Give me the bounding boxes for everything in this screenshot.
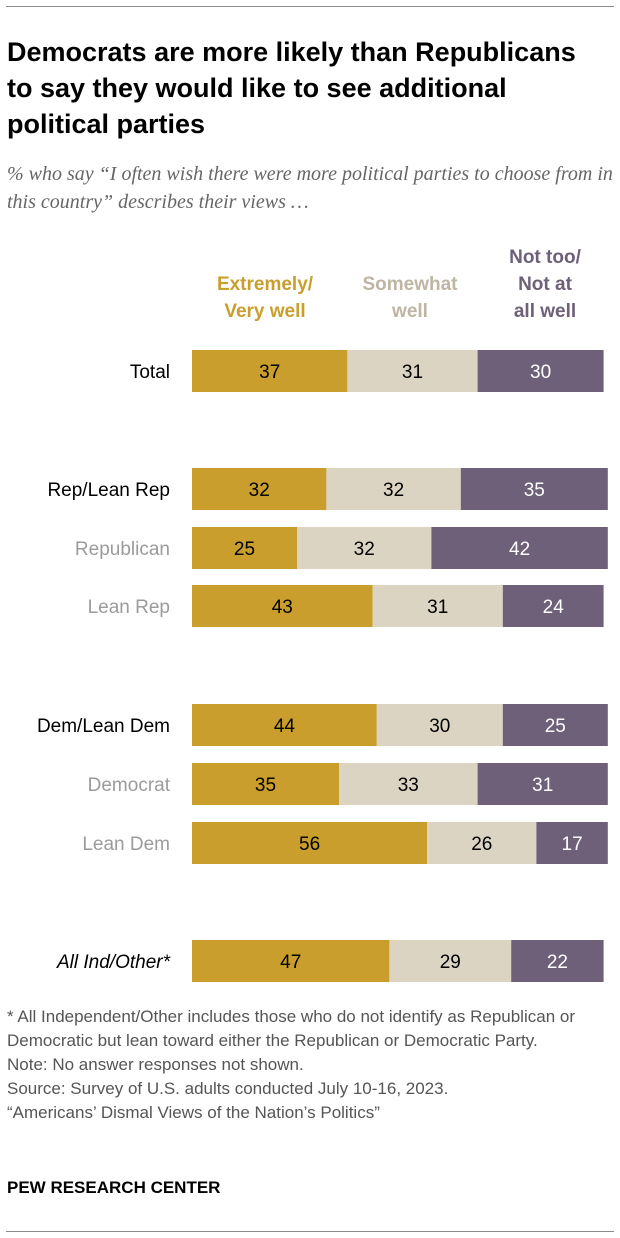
bar-not-too-democrat [477,763,608,805]
value-label-not-too-rep-lean-rep: 35 [524,480,545,501]
bar-somewhat-lean-rep [372,585,503,627]
row-label-democrat: Democrat [88,775,171,796]
bar-extremely-dem-lean-dem [192,704,377,746]
row-label-lean-dem: Lean Dem [82,834,170,855]
legend-extremely-very-well: Extremely/ Very well [216,274,314,322]
value-label-not-too-total: 30 [530,362,551,383]
bar-somewhat-republican [297,527,432,569]
footnote-note: Note: No answer responses not shown. [7,1055,304,1074]
bar-extremely-all-ind-other [192,940,390,982]
value-label-extremely-dem-lean-dem: 44 [274,716,296,737]
bar-not-too-lean-dem [536,822,608,864]
value-label-somewhat-lean-dem: 26 [471,834,492,855]
row-label-total: Total [130,362,170,383]
footnotes: * All Independent/Other includes those w… [7,1005,615,1125]
bottom-rule [6,1231,614,1232]
value-label-not-too-dem-lean-dem: 25 [545,716,566,737]
value-label-somewhat-lean-rep: 31 [427,597,448,618]
top-rule [6,6,614,7]
value-label-somewhat-rep-lean-rep: 32 [383,480,404,501]
bar-not-too-total [477,350,604,392]
value-label-extremely-total: 37 [259,362,280,383]
bar-not-too-lean-rep [502,585,604,627]
value-label-not-too-republican: 42 [509,539,530,560]
footnote-independent: * All Independent/Other includes those w… [7,1007,575,1050]
chart-subtitle: % who say “I often wish there were more … [7,163,613,213]
pew-research-center-logo: PEW RESEARCH CENTER [7,1178,221,1197]
row-label-lean-rep: Lean Rep [88,597,170,618]
row-label-republican: Republican [75,539,170,560]
row-label-all-ind-other: All Ind/Other* [56,952,171,973]
chart-title: Democrats are more likely than Republica… [7,37,576,139]
bar-somewhat-dem-lean-dem [376,704,503,746]
row-label-rep-lean-rep: Rep/Lean Rep [47,480,170,501]
value-label-somewhat-dem-lean-dem: 30 [429,716,450,737]
bar-not-too-all-ind-other [511,940,604,982]
value-label-somewhat-republican: 32 [354,539,375,560]
legend-not-too-not-at-all-well: Not too/ Not at all well [509,247,581,322]
value-label-extremely-all-ind-other: 47 [280,952,301,973]
value-label-extremely-lean-dem: 56 [299,834,320,855]
value-label-somewhat-total: 31 [402,362,423,383]
bar-extremely-democrat [192,763,339,805]
footnote-report: “Americans’ Dismal Views of the Nation’s… [7,1103,380,1122]
value-label-extremely-republican: 25 [234,539,255,560]
value-label-extremely-rep-lean-rep: 32 [249,480,270,501]
value-label-extremely-democrat: 35 [255,775,276,796]
bar-not-too-republican [431,527,608,569]
value-label-not-too-all-ind-other: 22 [547,952,568,973]
value-label-not-too-lean-rep: 24 [543,597,565,618]
value-label-somewhat-democrat: 33 [398,775,419,796]
stacked-bar-chart: Total 37 31 30 Rep/Lean Rep 32 32 35 Republican 2… [37,350,608,982]
bar-extremely-lean-rep [192,585,373,627]
row-label-dem-lean-dem: Dem/Lean Dem [37,716,170,737]
bar-somewhat-total [347,350,478,392]
value-label-not-too-democrat: 31 [532,775,553,796]
footnote-source: Source: Survey of U.S. adults conducted … [7,1079,449,1098]
value-label-somewhat-all-ind-other: 29 [440,952,461,973]
bar-extremely-rep-lean-rep [192,468,327,510]
bar-somewhat-democrat [339,763,478,805]
bar-not-too-dem-lean-dem [502,704,608,746]
value-label-extremely-lean-rep: 43 [272,597,293,618]
bar-extremely-republican [192,527,297,569]
bar-somewhat-rep-lean-rep [326,468,461,510]
bar-extremely-lean-dem [192,822,428,864]
bar-not-too-rep-lean-rep [460,468,608,510]
bar-somewhat-lean-dem [427,822,537,864]
legend-somewhat-well: Somewhat well [362,274,458,322]
bar-extremely-total [192,350,348,392]
value-label-not-too-lean-dem: 17 [562,834,583,855]
bar-somewhat-all-ind-other [389,940,512,982]
